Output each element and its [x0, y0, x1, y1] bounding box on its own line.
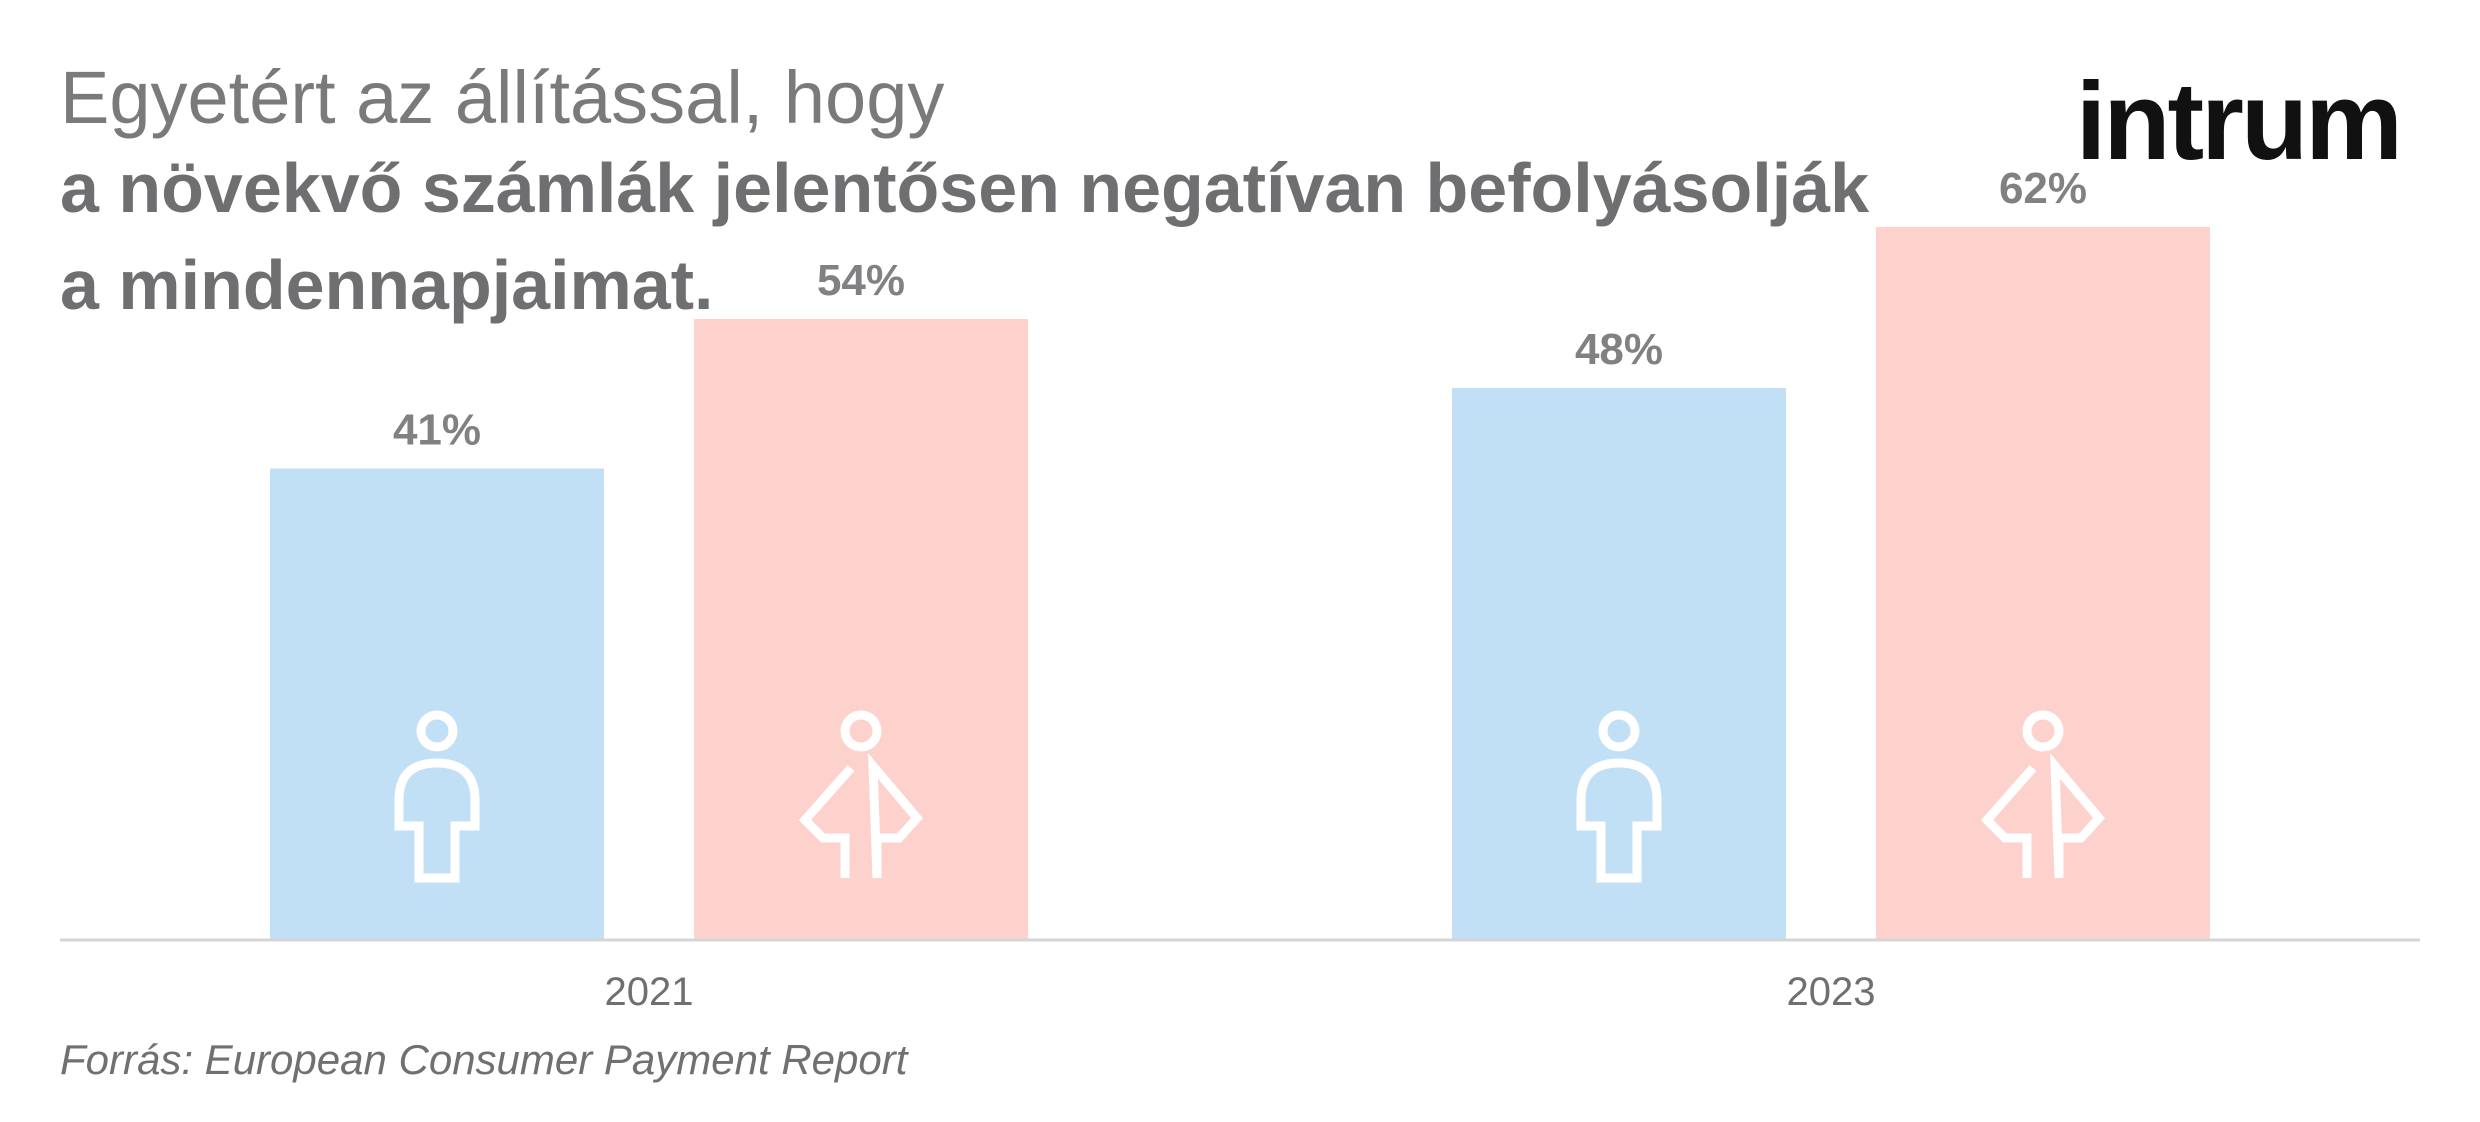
- data-label-2021-female: 54%: [817, 256, 905, 305]
- female-icon: [1980, 710, 2105, 879]
- bar-2021-male: [270, 468, 604, 940]
- data-label-2023-female: 62%: [1999, 164, 2087, 213]
- male-icon: [394, 710, 480, 883]
- male-icon: [1576, 710, 1662, 883]
- data-label-2021-male: 41%: [393, 406, 481, 455]
- chart-title-line3: a mindennapjaimat.: [60, 246, 714, 324]
- female-icon: [798, 710, 923, 879]
- chart-title-line1: Egyetért az állítással, hogy: [60, 56, 945, 139]
- source-note: Forrás: European Consumer Payment Report: [60, 1036, 908, 1083]
- data-label-2023-male: 48%: [1575, 325, 1663, 374]
- bar-2023-male: [1452, 388, 1786, 940]
- bar-2023-female: [1876, 227, 2210, 940]
- bar-2021-female: [694, 319, 1028, 940]
- intrum-logo: intrum: [2075, 60, 2403, 183]
- x-tick-label-2021: 2021: [605, 970, 694, 1014]
- chart-title-line2: a növekvő számlák jelentősen negatívan b…: [60, 149, 1870, 227]
- x-tick-label-2023: 2023: [1787, 970, 1876, 1014]
